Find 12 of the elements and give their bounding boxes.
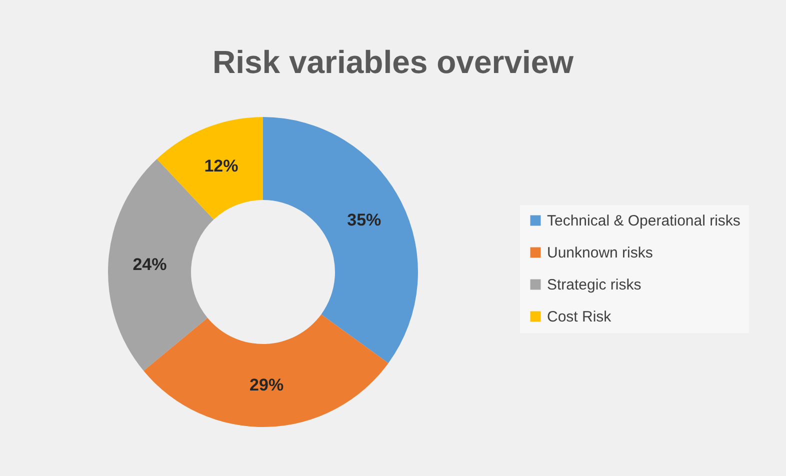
legend-label: Uunknown risks (547, 244, 653, 262)
chart-title: Risk variables overview (212, 44, 574, 80)
data-label: 12% (204, 156, 238, 176)
legend-label: Strategic risks (547, 276, 642, 294)
data-label: 35% (347, 210, 382, 230)
donut-slice (156, 117, 263, 220)
donut-slice (144, 314, 388, 427)
data-label: 24% (132, 254, 167, 274)
data-label: 29% (250, 375, 284, 394)
legend-label: Cost Risk (547, 308, 612, 326)
legend-label: Technical & Operational risks (547, 212, 740, 230)
donut-slice (263, 117, 418, 364)
